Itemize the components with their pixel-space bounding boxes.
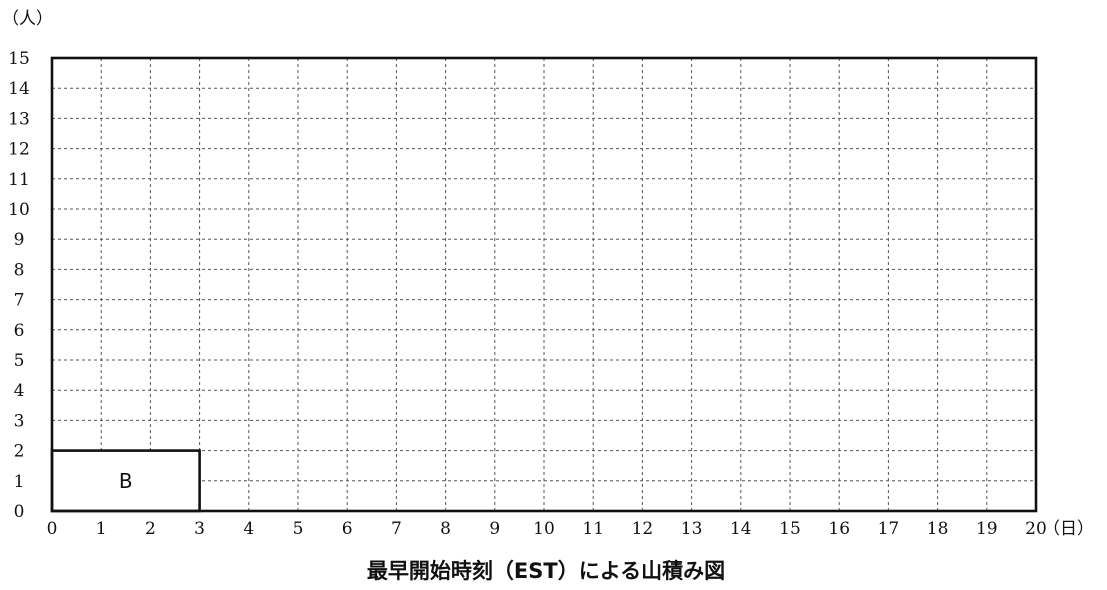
x-tick-label: 3 <box>194 519 205 539</box>
x-tick-label: 13 <box>681 519 703 539</box>
y-axis-unit-label: （人） <box>2 9 53 29</box>
y-tick-label: 6 <box>14 321 25 341</box>
x-axis-unit-label: （日） <box>1043 519 1094 539</box>
x-tick-label: 2 <box>145 519 156 539</box>
y-tick-label: 1 <box>14 472 25 492</box>
y-tick-label: 15 <box>8 49 30 69</box>
x-tick-label: 12 <box>632 519 654 539</box>
x-tick-label: 5 <box>293 519 304 539</box>
plot-frame <box>50 56 1038 513</box>
x-tick-label: 14 <box>730 519 752 539</box>
y-tick-label: 11 <box>8 170 30 190</box>
x-tick-label: 9 <box>489 519 500 539</box>
x-tick-label: 1 <box>96 519 107 539</box>
x-tick-label: 4 <box>243 519 254 539</box>
grid-lines <box>52 58 1036 511</box>
y-tick-label: 3 <box>14 411 25 431</box>
y-tick-label: 8 <box>14 260 25 280</box>
chart-title: 最早開始時刻（EST）による山積み図 <box>367 559 725 583</box>
x-tick-label: 15 <box>779 519 801 539</box>
x-tick-label: 18 <box>927 519 949 539</box>
x-tick-label: 10 <box>533 519 555 539</box>
x-tick-label: 7 <box>391 519 402 539</box>
y-tick-label: 5 <box>14 351 25 371</box>
y-tick-label: 4 <box>14 381 25 401</box>
x-tick-label: 0 <box>47 519 58 539</box>
y-tick-label: 7 <box>14 291 25 311</box>
x-tick-label: 6 <box>342 519 353 539</box>
x-tick-label: 8 <box>440 519 451 539</box>
x-tick-label: 11 <box>582 519 604 539</box>
y-tick-label: 14 <box>8 79 30 99</box>
x-tick-label: 20 <box>1025 519 1047 539</box>
y-tick-label: 0 <box>14 502 25 522</box>
x-tick-labels: 0 1 2 3 4 5 6 7 8 9 10 11 12 13 14 15 16 17 18 19 20 <box>47 519 1047 539</box>
y-tick-label: 9 <box>14 230 25 250</box>
y-tick-label: 10 <box>8 200 30 220</box>
y-tick-label: 12 <box>8 140 30 160</box>
y-tick-label: 2 <box>14 442 25 462</box>
x-tick-label: 19 <box>976 519 998 539</box>
y-tick-label: 13 <box>8 109 30 129</box>
x-tick-label: 16 <box>828 519 850 539</box>
work-blocks: B <box>50 449 201 513</box>
x-tick-label: 17 <box>878 519 900 539</box>
work-block-label: B <box>119 469 133 493</box>
